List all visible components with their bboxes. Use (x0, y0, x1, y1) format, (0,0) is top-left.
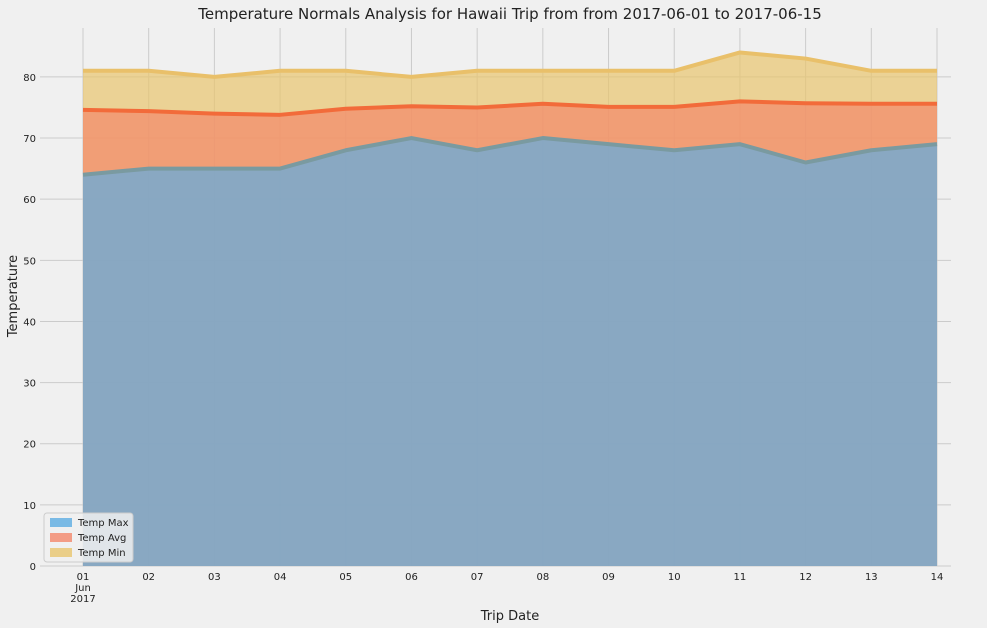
y-tick-label: 20 (23, 440, 36, 451)
x-tick-label: 10 (668, 572, 681, 583)
legend-label: Temp Min (77, 548, 126, 559)
line-temp-min (83, 50, 937, 79)
x-tick-label: 08 (536, 572, 549, 583)
x-tick-label: 01 (77, 572, 90, 583)
legend-label: Temp Avg (77, 533, 126, 544)
y-axis-label: Temperature (6, 255, 21, 338)
y-tick-label: 0 (30, 562, 36, 573)
x-tick-label: 03 (208, 572, 221, 583)
y-tick-label: 40 (23, 317, 36, 328)
x-tick-label: 12 (799, 572, 812, 583)
y-tick-label: 80 (23, 73, 36, 84)
line-temp-max (82, 136, 938, 177)
x-tick-label: 05 (339, 572, 352, 583)
x-tick-label: 13 (865, 572, 878, 583)
x-tick-year: 2017 (70, 594, 95, 605)
x-tick-label: 02 (142, 572, 155, 583)
x-tick-label: 11 (734, 572, 747, 583)
x-tick-month: Jun (74, 583, 91, 594)
area-temp-max (83, 138, 937, 566)
x-tick-label: 07 (471, 572, 484, 583)
legend-swatch (50, 548, 72, 557)
y-tick-label: 30 (23, 379, 36, 390)
x-tick-label: 14 (931, 572, 944, 583)
chart-title: Temperature Normals Analysis for Hawaii … (197, 5, 822, 23)
y-tick-label: 70 (23, 134, 36, 145)
y-tick-label: 10 (23, 501, 36, 512)
legend: Temp Max Temp Avg Temp Min (43, 512, 134, 563)
x-tick-label: 04 (274, 572, 287, 583)
x-tick-label: 06 (405, 572, 418, 583)
line-temp-avg (82, 99, 937, 117)
legend-swatch (50, 533, 72, 542)
legend-label: Temp Max (77, 518, 129, 529)
y-axis-ticks: 0 10 20 30 40 50 60 70 80 (23, 73, 36, 573)
x-axis-label: Trip Date (480, 609, 539, 624)
series-areas (83, 52, 937, 567)
y-tick-label: 50 (23, 256, 36, 267)
legend-swatch (50, 518, 72, 527)
series-lines (82, 50, 938, 177)
x-tick-label: 09 (602, 572, 615, 583)
y-tick-label: 60 (23, 195, 36, 206)
